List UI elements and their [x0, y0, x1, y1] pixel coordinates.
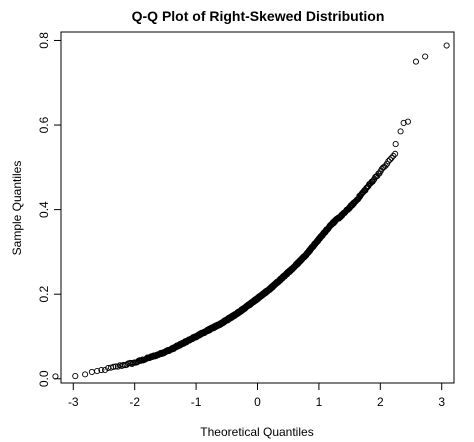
x-tick-label: -3	[68, 395, 79, 409]
y-axis-label: Sample Quantiles	[10, 161, 24, 256]
x-tick-label: 2	[377, 395, 384, 409]
data-point	[382, 162, 389, 169]
y-tick-label: 0.0	[37, 370, 51, 387]
x-tick-label: -2	[129, 395, 140, 409]
data-point	[98, 366, 105, 374]
data-point	[94, 368, 101, 375]
data-point	[112, 363, 119, 370]
data-point	[72, 372, 79, 380]
x-tick-label: 0	[254, 395, 261, 409]
y-tick-label: 0.4	[37, 201, 51, 218]
data-point	[422, 53, 429, 60]
data-point	[397, 128, 404, 135]
data-point	[130, 359, 137, 367]
data-point	[101, 366, 109, 374]
data-point	[52, 373, 59, 380]
data-point	[88, 368, 95, 376]
data-point	[110, 363, 117, 370]
y-axis: 0.0 0.2 0.4 0.6 0.8	[37, 32, 61, 387]
plot-frame	[60, 31, 455, 384]
data-point	[385, 158, 392, 165]
data-point	[392, 150, 399, 157]
data-point	[404, 118, 412, 125]
data-point	[386, 156, 394, 163]
x-tick-label: 3	[438, 395, 445, 409]
x-axis: -3 -2 -1 0 1 2 3	[68, 383, 445, 409]
y-tick-label: 0.8	[37, 32, 51, 49]
x-tick-label: 1	[316, 395, 323, 409]
data-point	[412, 58, 419, 65]
data-points	[52, 42, 450, 380]
y-tick-label: 0.2	[37, 286, 51, 303]
data-point	[390, 152, 397, 159]
data-point	[82, 371, 89, 378]
data-point	[392, 141, 399, 148]
x-axis-label: Theoretical Quantiles	[200, 425, 313, 439]
data-point	[370, 177, 377, 184]
chart-title: Q-Q Plot of Right-Skewed Distribution	[132, 8, 385, 24]
data-point	[400, 119, 407, 126]
data-point	[443, 42, 450, 49]
y-tick-label: 0.6	[37, 116, 51, 133]
x-tick-label: -1	[191, 395, 202, 409]
